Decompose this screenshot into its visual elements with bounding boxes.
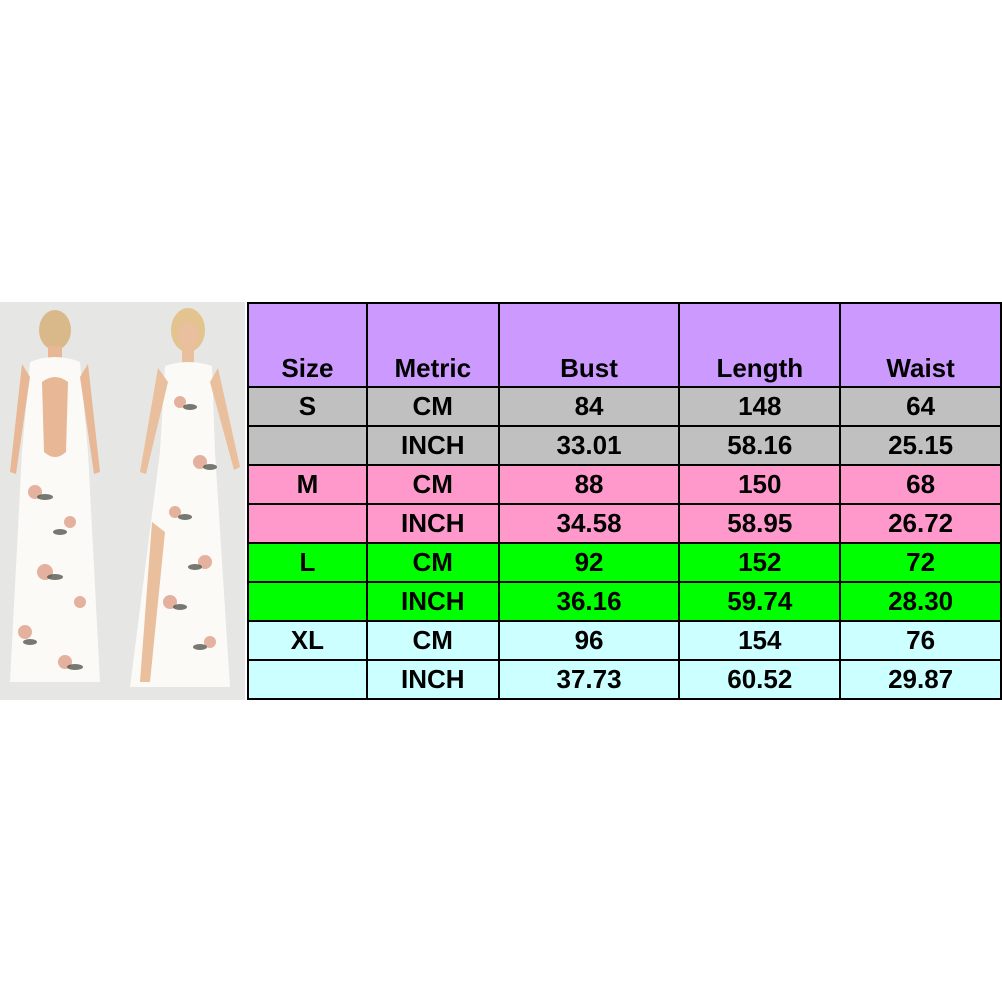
cell-size	[247, 425, 368, 466]
dress-models-image	[10, 308, 240, 687]
table-row: INCH 33.01 58.16 25.15	[247, 425, 1002, 466]
cell-size	[247, 581, 368, 622]
column-header-waist: Waist	[839, 302, 1002, 388]
cell-length: 152	[678, 542, 842, 583]
cell-length: 60.52	[678, 659, 842, 700]
cell-length: 148	[678, 386, 842, 427]
cell-length: 154	[678, 620, 842, 661]
cell-bust: 36.16	[497, 581, 681, 622]
table-row: M CM 88 150 68	[247, 464, 1002, 505]
cell-bust: 84	[497, 386, 681, 427]
table-row: INCH 36.16 59.74 28.30	[247, 581, 1002, 622]
cell-waist: 64	[839, 386, 1002, 427]
column-header-metric: Metric	[365, 302, 500, 388]
cell-size: XL	[247, 620, 368, 661]
cell-waist: 29.87	[839, 659, 1002, 700]
cell-length: 58.95	[678, 503, 842, 544]
table-row: INCH 37.73 60.52 29.87	[247, 659, 1002, 700]
cell-metric: CM	[365, 620, 500, 661]
size-chart-table: Size Metric Bust Length Waist S CM 84 148 64 INCH…	[247, 302, 1002, 700]
cell-size	[247, 659, 368, 700]
cell-metric: INCH	[365, 425, 500, 466]
cell-metric: CM	[365, 464, 500, 505]
column-header-size: Size	[247, 302, 368, 388]
product-photo	[0, 302, 245, 700]
table-row: S CM 84 148 64	[247, 386, 1002, 427]
table-row: L CM 92 152 72	[247, 542, 1002, 583]
cell-bust: 96	[497, 620, 681, 661]
header-row: Size Metric Bust Length Waist	[247, 302, 1002, 388]
cell-metric: CM	[365, 386, 500, 427]
cell-waist: 76	[839, 620, 1002, 661]
column-header-bust: Bust	[497, 302, 681, 388]
cell-waist: 72	[839, 542, 1002, 583]
cell-metric: INCH	[365, 659, 500, 700]
cell-metric: INCH	[365, 503, 500, 544]
cell-length: 59.74	[678, 581, 842, 622]
table-row: XL CM 96 154 76	[247, 620, 1002, 661]
cell-length: 150	[678, 464, 842, 505]
cell-size: M	[247, 464, 368, 505]
cell-waist: 28.30	[839, 581, 1002, 622]
cell-bust: 34.58	[497, 503, 681, 544]
cell-size: S	[247, 386, 368, 427]
cell-bust: 33.01	[497, 425, 681, 466]
cell-bust: 37.73	[497, 659, 681, 700]
table-row: INCH 34.58 58.95 26.72	[247, 503, 1002, 544]
cell-metric: INCH	[365, 581, 500, 622]
cell-size	[247, 503, 368, 544]
cell-size: L	[247, 542, 368, 583]
cell-bust: 88	[497, 464, 681, 505]
cell-waist: 26.72	[839, 503, 1002, 544]
cell-bust: 92	[497, 542, 681, 583]
cell-metric: CM	[365, 542, 500, 583]
column-header-length: Length	[678, 302, 842, 388]
cell-length: 58.16	[678, 425, 842, 466]
cell-waist: 68	[839, 464, 1002, 505]
cell-waist: 25.15	[839, 425, 1002, 466]
